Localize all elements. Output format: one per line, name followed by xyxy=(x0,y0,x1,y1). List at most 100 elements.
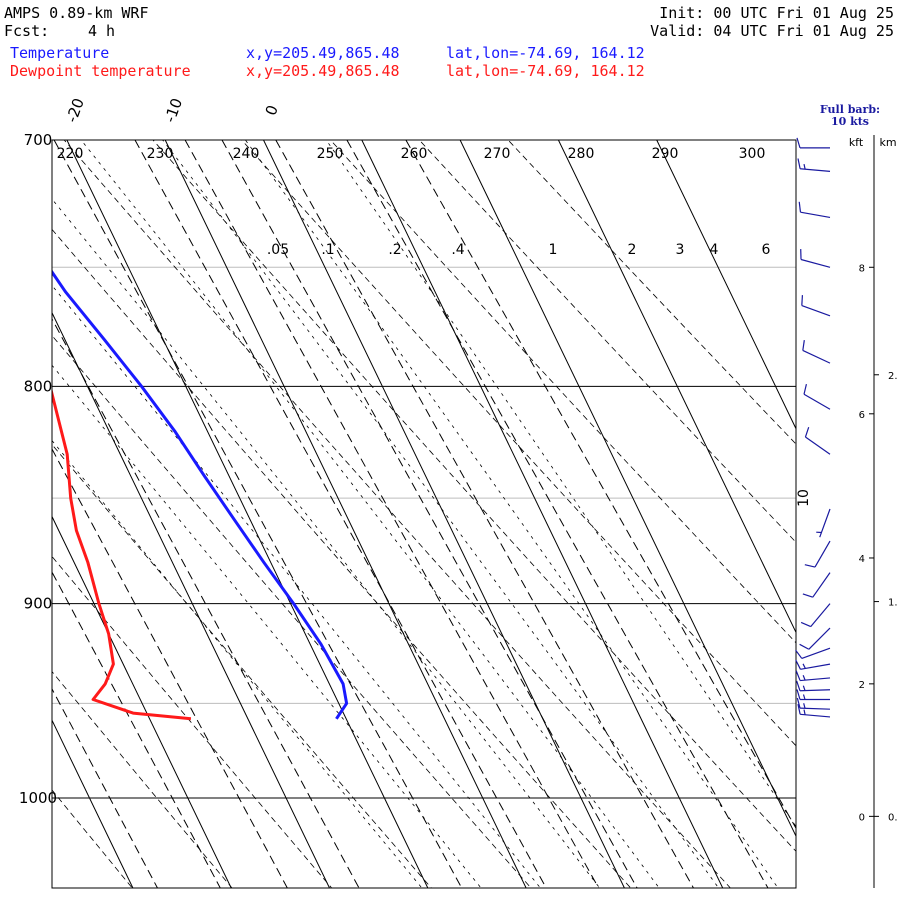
wind-barb-full-feather xyxy=(796,671,800,681)
dry-adiabat-label: 220 xyxy=(57,146,84,162)
wind-barb-half-feather xyxy=(804,694,806,699)
wind-barb-shaft xyxy=(813,573,830,598)
wind-barb-full-feather xyxy=(796,650,802,658)
wind-barb-shaft xyxy=(802,306,830,316)
moist-adiabat xyxy=(0,114,554,901)
dry-adiabat-label: 280 xyxy=(568,146,595,162)
dry-adiabat-label: 260 xyxy=(401,146,428,162)
wind-barb xyxy=(796,671,830,681)
wind-barb-half-feather xyxy=(804,710,805,715)
wind-barb xyxy=(805,427,830,454)
height-axis-km-tick-label: 1. xyxy=(888,598,898,609)
wind-barb-full-feather xyxy=(801,622,811,626)
wind-barb-full-feather xyxy=(804,384,806,394)
mixing-ratio-label: 3 xyxy=(676,242,685,258)
wind-barb-half-feather xyxy=(804,164,805,169)
wind-barb xyxy=(805,541,830,567)
wind-barb-full-feather xyxy=(802,295,803,305)
isotherm-line xyxy=(460,140,829,900)
wind-barb-full-feather xyxy=(797,138,800,148)
height-axis-kft-tick-label: 0 xyxy=(859,812,865,823)
pressure-tick-label: 700 xyxy=(24,131,53,149)
wind-barb-full-feather xyxy=(800,644,809,649)
wind-barb-half-feather xyxy=(803,686,805,691)
valid-time: Valid: 04 UTC Fri 01 Aug 25 xyxy=(650,22,894,40)
legend-temperature-label: Temperature xyxy=(10,44,109,62)
mixing-ratio-label: 4 xyxy=(710,242,719,258)
dewpoint-profile xyxy=(0,140,191,719)
wind-barb-full-feather xyxy=(803,340,805,350)
wind-barb-full-feather xyxy=(805,565,815,567)
height-axis-kft-label: kft xyxy=(849,136,864,149)
wind-barb-shaft xyxy=(803,350,830,363)
wind-barb-half-feather xyxy=(803,675,805,680)
init-time: Init: 00 UTC Fri 01 Aug 25 xyxy=(659,4,894,22)
wind-barb xyxy=(797,681,830,691)
height-axis-km-tick-label: 0. xyxy=(888,812,898,823)
wind-barb xyxy=(799,202,830,218)
dry-adiabat-label: 300 xyxy=(739,146,766,162)
wind-barb xyxy=(802,295,830,316)
isotherm-line xyxy=(67,140,436,900)
height-axis-kft-tick-label: 6 xyxy=(859,410,865,421)
legend-temperature-xy: x,y=205.49,865.48 xyxy=(246,44,400,62)
moist-adiabat xyxy=(226,114,790,901)
dry-adiabat-label: 290 xyxy=(652,146,679,162)
wind-barb xyxy=(803,573,830,598)
mixing-ratio-line xyxy=(0,140,297,900)
mixing-ratio-label: .1 xyxy=(321,242,334,258)
wind-barb-full-feather xyxy=(797,689,800,699)
wind-barb-shaft xyxy=(815,541,830,567)
wind-barb-shaft xyxy=(811,604,830,627)
dry-adiabat xyxy=(0,32,746,901)
pressure-tick-label: 800 xyxy=(24,377,53,395)
wind-barb-shaft xyxy=(800,212,830,217)
mixing-ratio-label: .4 xyxy=(451,242,464,258)
mixing-ratio-label: 1 xyxy=(549,242,558,258)
wind-barb-half-feather xyxy=(804,703,805,708)
isotherm-label: -20 xyxy=(63,96,88,125)
mixing-ratio-label: 2 xyxy=(628,242,637,258)
wind-barb xyxy=(796,660,830,669)
wind-barb-full-feather xyxy=(799,202,800,212)
isotherm-label: 10 xyxy=(796,489,812,507)
wind-barb-shaft xyxy=(809,628,830,649)
dry-adiabat-label: 270 xyxy=(484,146,511,162)
isotherm-line xyxy=(165,140,534,900)
legend-dewpoint-label: Dewpoint temperature xyxy=(10,62,191,80)
forecast-value: 4 h xyxy=(88,22,115,40)
isotherm-label: 0 xyxy=(262,103,282,118)
wind-barb-full-feather xyxy=(797,681,800,691)
mixing-ratio-line xyxy=(54,140,471,900)
moist-adiabat xyxy=(0,114,613,901)
wind-barb-shaft xyxy=(801,260,830,268)
dry-adiabat-label: 250 xyxy=(317,146,344,162)
pressure-tick-label: 900 xyxy=(24,595,53,613)
moist-adiabat xyxy=(0,114,436,901)
wind-barb-half-feather xyxy=(803,664,805,669)
legend-dewpoint-xy: x,y=205.49,865.48 xyxy=(246,62,400,80)
full-barb-note: Full barb: 10 kts xyxy=(814,104,886,128)
isotherm-label: -10 xyxy=(161,96,186,125)
model-title: AMPS 0.89-km WRF xyxy=(4,4,149,22)
mixing-ratio-line xyxy=(0,140,368,900)
full-barb-note-line2: 10 kts xyxy=(814,116,886,128)
isotherm-line xyxy=(657,140,900,900)
wind-barb xyxy=(797,138,830,148)
dry-adiabat-label: 240 xyxy=(233,146,260,162)
height-axis-km-tick-label: 2. xyxy=(888,371,898,382)
mixing-ratio-label: .05 xyxy=(267,242,289,258)
legend-dewpoint-latlon: lat,lon=-74.69, 164.12 xyxy=(446,62,645,80)
plot-layer: -70-60-50-40-30-20-100102202302402502602… xyxy=(0,32,900,901)
mixing-ratio-line xyxy=(0,140,230,900)
wind-barb xyxy=(804,384,830,409)
wind-barb-full-feather xyxy=(805,427,808,437)
wind-barb-shaft xyxy=(805,437,830,454)
mixing-ratio-line xyxy=(406,140,840,900)
wind-barb xyxy=(798,159,830,172)
isotherm-line xyxy=(0,140,141,900)
height-axis-km-label: km xyxy=(879,136,896,149)
pressure-tick-label: 1000 xyxy=(19,789,57,807)
